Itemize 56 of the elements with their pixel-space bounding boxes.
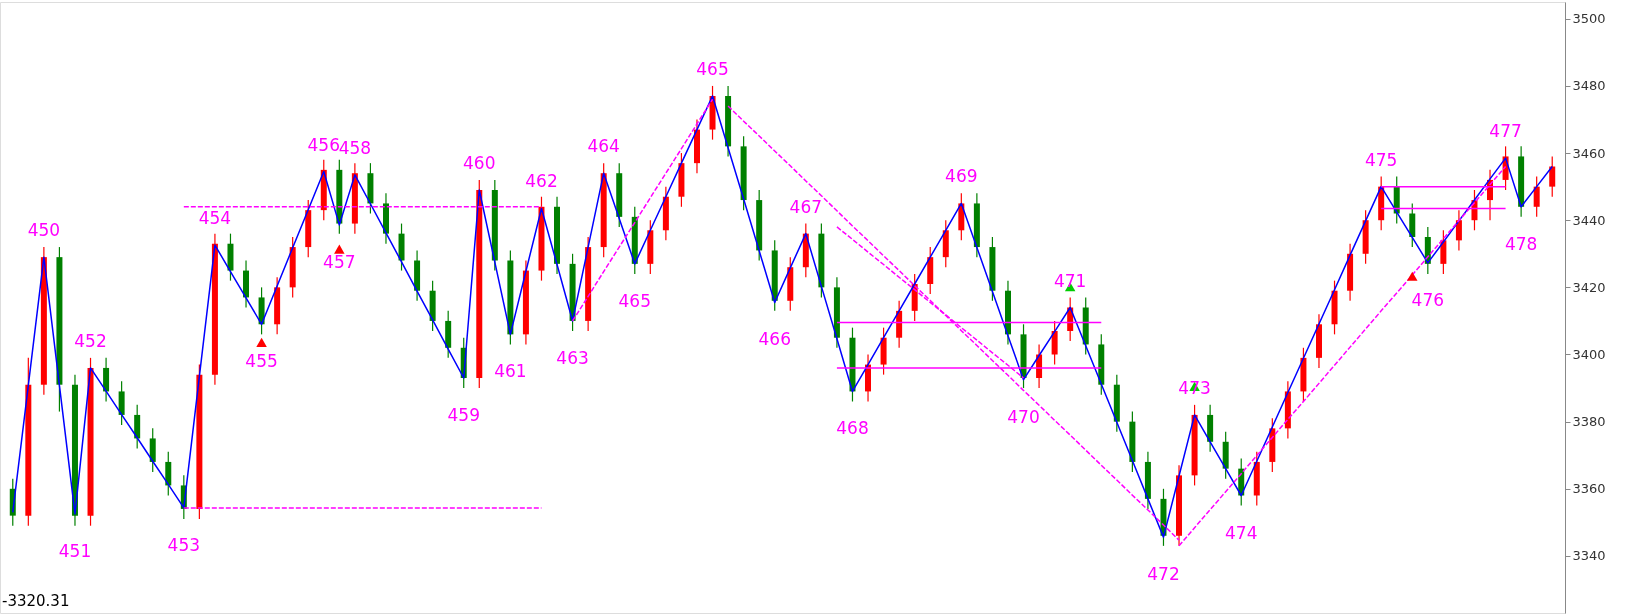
annotation: 475 xyxy=(1364,149,1398,170)
annotation: 453 xyxy=(167,534,201,555)
annotation: 478 xyxy=(1504,233,1538,254)
annotation: 466 xyxy=(758,329,791,350)
candlestick xyxy=(1549,155,1556,198)
annotation: 458 xyxy=(338,137,372,158)
annotation: 472 xyxy=(1147,564,1180,585)
y-tick-label: 3420 xyxy=(1572,279,1606,295)
y-tick-label: 3480 xyxy=(1572,78,1606,94)
annotation: 459 xyxy=(447,405,480,425)
candlestick xyxy=(149,427,156,473)
y-tick-label: 3400 xyxy=(1572,347,1606,362)
annotation: 474 xyxy=(1225,522,1258,543)
point xyxy=(256,337,267,347)
annotation: 451 xyxy=(58,540,92,561)
annotation: 467 xyxy=(789,196,823,217)
candlestick xyxy=(1051,320,1058,366)
candlestick xyxy=(1455,209,1462,252)
candlestick xyxy=(103,357,110,403)
annotation: 463 xyxy=(556,347,589,368)
point xyxy=(334,244,345,254)
candlestick xyxy=(1409,202,1416,248)
annotation: 477 xyxy=(1489,121,1522,142)
y-tick-label: 3380 xyxy=(1572,414,1606,430)
annotation: 468 xyxy=(836,418,869,439)
annotation: -3320.31 xyxy=(2,592,70,610)
annotation: 471 xyxy=(1053,270,1087,291)
annotation: 455 xyxy=(245,351,278,372)
line-series xyxy=(727,105,1180,541)
annotation: 465 xyxy=(618,290,651,311)
annotation: 470 xyxy=(1007,406,1040,427)
annotation: 473 xyxy=(1178,377,1211,398)
y-tick-label: 3460 xyxy=(1572,145,1606,161)
line-series xyxy=(571,98,714,322)
y-tick-label: 3360 xyxy=(1572,481,1606,497)
annotation: 462 xyxy=(525,171,558,192)
candlestick xyxy=(1440,229,1447,275)
y-tick-label: 3440 xyxy=(1572,212,1606,228)
candlestick xyxy=(165,451,172,497)
point xyxy=(1407,271,1418,281)
annotation: 456 xyxy=(307,134,340,155)
annotation: 464 xyxy=(587,136,620,157)
annotation: 465 xyxy=(696,59,729,79)
annotation: 469 xyxy=(945,166,978,187)
annotation: 461 xyxy=(494,361,527,382)
y-tick-label: 3340 xyxy=(1572,548,1606,564)
annotation: 457 xyxy=(323,251,356,272)
candlestick xyxy=(1533,175,1540,218)
y-tick-label: 3500 xyxy=(1572,11,1606,27)
annotation: 476 xyxy=(1411,289,1445,310)
candlestick xyxy=(118,380,125,426)
annotation: 452 xyxy=(74,330,107,351)
annotation: 454 xyxy=(198,208,232,229)
annotation: 450 xyxy=(27,220,61,241)
annotation: 460 xyxy=(463,153,496,173)
candlestick xyxy=(134,404,141,450)
